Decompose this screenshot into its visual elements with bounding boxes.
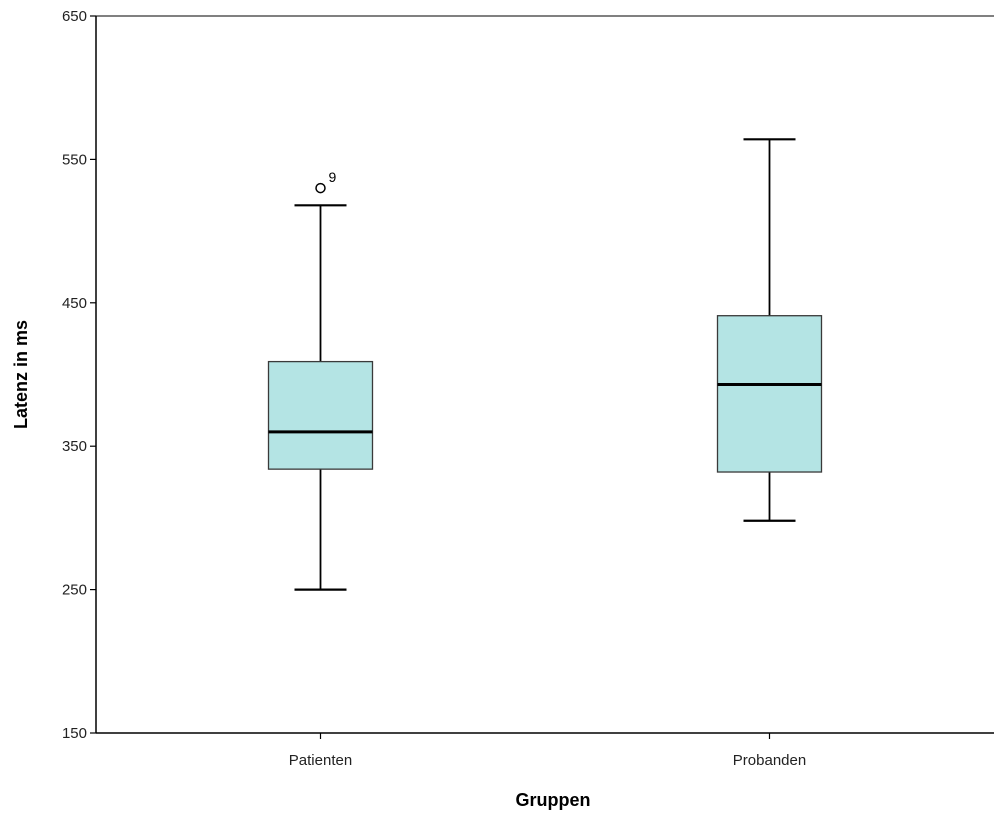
iqr-box: [716, 315, 823, 473]
y-tick-label: 150: [62, 725, 87, 742]
outlier-label: 9: [329, 169, 337, 185]
outlier-marker: [315, 182, 326, 194]
box-probanden: [716, 138, 823, 522]
y-tick-label: 250: [62, 582, 87, 599]
plot-area: 9: [267, 138, 823, 591]
y-tick-label: 550: [62, 151, 87, 168]
iqr-box: [267, 360, 374, 470]
x-axis-label: Gruppen: [516, 790, 591, 810]
x-tick-label: Probanden: [733, 752, 806, 769]
y-axis-ticks: 150 250 350 450 550 650: [62, 8, 96, 742]
x-tick-label: Patienten: [289, 752, 352, 769]
y-tick-label: 450: [62, 295, 87, 312]
box-patienten: 9: [267, 169, 374, 591]
x-axis-ticks: Patienten Probanden: [289, 733, 806, 769]
y-axis-label: Latenz in ms: [11, 320, 31, 429]
y-tick-label: 350: [62, 438, 87, 455]
y-tick-label: 650: [62, 8, 87, 25]
